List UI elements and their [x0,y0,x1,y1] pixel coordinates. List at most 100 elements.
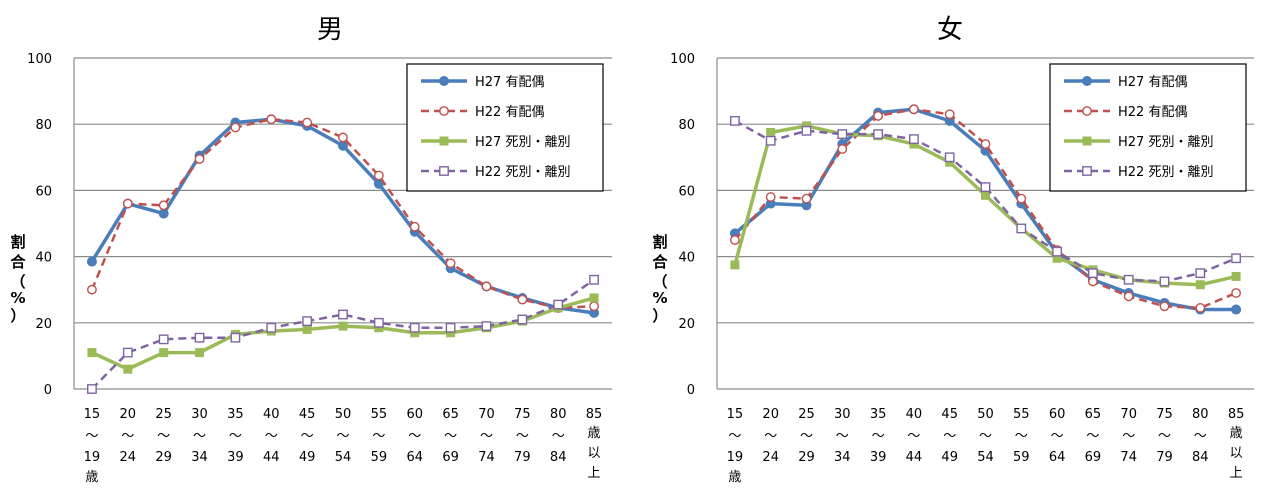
data-point [373,317,384,328]
x-tick-label-end: 44 [906,450,923,465]
x-tick-label: 30 ～ 34 [191,407,208,465]
x-tick-label-end: 74 [1120,450,1137,465]
data-point [230,122,241,133]
data-point [158,208,169,219]
data-point [86,256,97,267]
y-axis-label: 割合 （%） [651,233,668,325]
x-tick-label-tilde: ～ [552,429,565,444]
x-tick-label-end: 54 [977,450,994,465]
x-tick-label-tilde: ～ [265,429,278,444]
y-tick-label: 100 [27,52,52,67]
x-tick-label-start: 50 [977,407,994,422]
data-point [945,157,955,167]
x-tick-label-tilde: ～ [800,429,813,444]
y-tick-label: 80 [678,118,695,133]
x-tick-label-start: 35 [227,407,244,422]
x-tick-label-start: 80 [550,407,567,422]
x-tick-label-tilde: ～ [1158,429,1171,444]
y-tick-label: 60 [35,184,52,199]
data-point [1195,268,1206,279]
data-point [730,115,740,126]
data-point [445,258,456,269]
chart-panel-male: 男020406080100割合（%）15～19歳20～2425～2930～343… [9,15,612,485]
data-point [980,182,991,192]
series-line [91,296,595,371]
data-point [302,324,312,334]
data-point [445,322,456,333]
x-tick-label-end: 24 [762,450,779,465]
legend-label: H22 有配偶 [475,105,544,120]
y-axis-label-char: 割 [652,233,667,251]
x-tick-label: 25 ～ 29 [798,407,815,465]
x-tick-label-end: 歳 [728,470,741,485]
x-tick-label-start: 65 [1085,407,1102,422]
data-point [410,328,420,338]
x-tick-label-end: 29 [155,450,172,465]
x-tick-label-tilde: ～ [907,429,920,444]
series-4 [730,115,1242,287]
x-tick-label-end: 34 [834,450,851,465]
x-tick-label: 80 ～ 84 [1192,407,1209,465]
data-point [302,316,313,327]
x-tick-label-tilde: ～ [301,429,314,444]
x-tick-label-tilde: ～ [157,429,170,444]
y-tick-label: 20 [678,317,695,332]
y-axis-label-char: ） [652,307,667,325]
data-point [837,129,848,140]
data-point [1159,276,1170,287]
legend-label: H27 死別・離別 [475,135,570,150]
y-axis-label-char: 合 [651,253,668,271]
data-point [1123,274,1134,285]
x-tick-label-end: 39 [227,450,244,465]
x-tick-label: 80 ～ 84 [550,407,567,465]
y-tick-label: 40 [678,251,695,266]
x-tick-label-tilde: ～ [516,429,529,444]
x-tick-label-start: 55 [371,407,388,422]
data-point [873,129,884,140]
y-tick-label: 0 [687,383,695,398]
x-tick-label: 50 ～ 54 [335,407,352,465]
x-tick-label: 55 ～ 59 [371,407,388,465]
data-point [1123,291,1134,302]
x-tick-label: 55 ～ 59 [1013,407,1030,465]
data-point [87,384,97,394]
x-tick-label-end: 19 [727,450,744,465]
x-tick-label-end: 以 [588,446,601,461]
data-point [194,154,205,164]
data-point [801,193,812,204]
x-tick-label-tilde: ～ [408,429,421,444]
x-tick-label: 25 ～ 29 [155,407,172,465]
data-point [1159,301,1170,312]
legend-label: H27 死別・離別 [1118,135,1213,150]
data-point [1088,276,1098,287]
data-point [409,221,420,232]
x-tick-label-tilde: ～ [872,429,885,444]
data-point [481,321,492,332]
x-tick-label-end: 24 [120,450,137,465]
data-point [159,348,169,358]
x-tick-label: 20 ～ 24 [120,407,137,465]
x-tick-label: 35 ～ 39 [227,407,244,465]
x-tick-label-end: 歳 [588,426,601,441]
data-point [517,314,528,325]
legend-label: H22 死別・離別 [1118,165,1213,180]
data-point [338,321,348,331]
legend-marker [1082,76,1092,86]
x-tick-label-start: 50 [335,407,352,422]
data-point [87,284,97,295]
x-tick-label-tilde: ～ [979,429,992,444]
data-point [980,139,991,149]
x-tick-label: 85 歳以上 [586,407,603,481]
data-point [1016,193,1027,204]
y-axis-label: 割合 （%） [9,233,26,325]
y-axis-label-char: % [652,289,667,307]
data-point [801,125,812,136]
data-point [195,348,205,358]
data-point [1195,303,1206,313]
x-tick-label: 60 ～ 64 [1049,407,1066,465]
data-point [266,114,277,125]
legend-label: H27 有配偶 [1118,75,1187,90]
data-point [1231,271,1241,281]
x-tick-label-end: 歳 [85,470,98,485]
x-tick-label-end: 39 [870,450,887,465]
